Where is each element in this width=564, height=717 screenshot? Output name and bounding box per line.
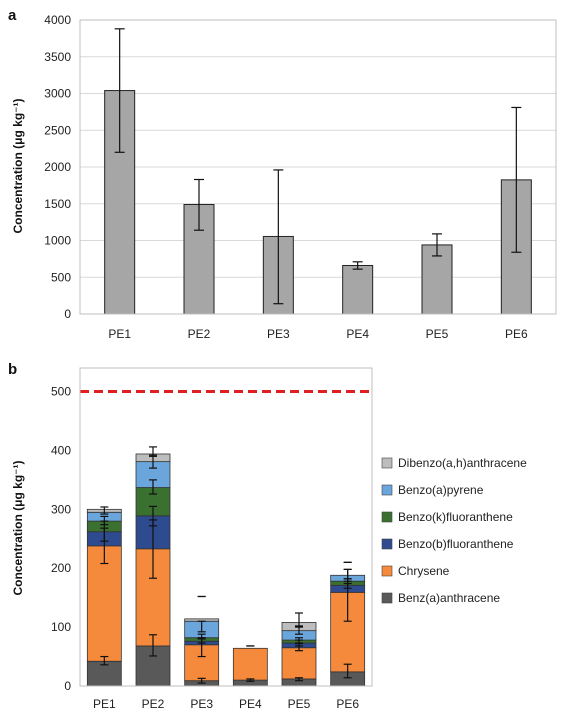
panel-a-label: a — [8, 7, 17, 24]
panel-a-plot-frame — [79, 19, 557, 315]
panel-a-bar-chart: a Concentration (μg kg⁻¹) 0 500 1000 1500 20… — [8, 7, 557, 341]
error-bar-PE3-0 — [197, 677, 206, 684]
x-tick-label-PE2: PE2 — [142, 697, 165, 711]
y-tick-label-300: 300 — [51, 502, 71, 516]
error-bar-PE1-4 — [100, 506, 109, 515]
y-tick-label-400: 400 — [51, 443, 71, 457]
x-tick-label-PE2: PE2 — [188, 327, 211, 341]
error-bar-PE2-0 — [149, 634, 157, 657]
error-bar-PE2-2 — [149, 505, 157, 527]
y-tick-label-500: 500 — [51, 270, 71, 284]
error-bar-PE5-5 — [295, 612, 303, 628]
legend-swatch-3 — [381, 538, 393, 550]
x-tick-label-PE5: PE5 — [426, 327, 449, 341]
x-tick-label-PE6: PE6 — [505, 327, 528, 341]
legend-label-1: Benzo(a)pyrene — [398, 483, 484, 497]
x-tick-label-PE4: PE4 — [239, 697, 262, 711]
error-bar-PE6 — [511, 106, 522, 253]
legend-swatch-0 — [381, 457, 393, 469]
error-bar-PE6-4 — [343, 568, 352, 580]
y-tick-label-3000: 3000 — [44, 87, 71, 101]
panel-b-plot-frame — [79, 367, 373, 687]
panel-b-error-bars — [100, 446, 352, 684]
legend-label-3: Benzo(b)fluoranthene — [398, 537, 514, 551]
panel-a-bars — [80, 90, 556, 315]
error-bar-PE1-3 — [100, 515, 109, 526]
panel-b-y-axis-title: Concentration (μg kg⁻¹) — [11, 460, 25, 595]
y-tick-label-2000: 2000 — [44, 160, 71, 174]
legend-swatch-1 — [381, 484, 393, 496]
x-tick-label-PE1: PE1 — [108, 327, 131, 341]
legend-swatch-2 — [381, 511, 393, 523]
error-bar-PE2-5 — [149, 446, 157, 457]
panel-a-y-tick-labels: 0 500 1000 1500 2000 2500 3000 3500 4000 — [44, 13, 71, 321]
panel-a-y-axis-title: Concentration (μg kg⁻¹) — [11, 98, 25, 233]
legend-label-5: Benz(a)anthracene — [398, 591, 500, 605]
y-tick-label-0: 0 — [64, 679, 71, 693]
panel-a-x-tick-labels: PE1 PE2 PE3 PE4 PE5 PE6 — [108, 327, 528, 341]
error-bar-PE2 — [194, 178, 204, 231]
error-bar-PE2-3 — [149, 479, 157, 495]
y-tick-label-500: 500 — [51, 385, 71, 399]
bar-segment-PE5-1 — [281, 647, 317, 680]
y-tick-label-1000: 1000 — [44, 234, 71, 248]
error-bar-PE4 — [352, 261, 363, 270]
legend-label-2: Benzo(k)fluoranthene — [398, 510, 513, 524]
y-tick-label-4000: 4000 — [44, 13, 71, 27]
panel-b-legend: Dibenzo(a,h)anthracene Benzo(a)pyrene Benz… — [381, 456, 527, 605]
panel-b-stacked-bar-chart: b Concentration (μg kg⁻¹) 0 100 200 300 400 5… — [8, 361, 527, 711]
x-tick-label-PE3: PE3 — [267, 327, 290, 341]
error-bar-PE6-0 — [343, 663, 352, 679]
legend-label-4: Chrysene — [398, 564, 450, 578]
panel-a-gridlines — [80, 19, 556, 315]
x-tick-label-PE4: PE4 — [346, 327, 369, 341]
error-bar-PE1-0 — [100, 655, 109, 666]
x-tick-label-PE5: PE5 — [288, 697, 311, 711]
error-bar-PE4-0 — [246, 678, 255, 682]
panel-b-label: b — [8, 361, 17, 378]
y-tick-label-100: 100 — [51, 620, 71, 634]
y-tick-label-3500: 3500 — [44, 50, 71, 64]
y-tick-label-200: 200 — [51, 561, 71, 575]
bar-segment-PE1-1 — [86, 545, 122, 662]
x-tick-label-PE3: PE3 — [190, 697, 213, 711]
error-bar-PE1 — [114, 28, 125, 153]
error-bar-PE5-0 — [295, 677, 303, 682]
error-bar-PE5 — [432, 233, 442, 257]
bar-PE4 — [342, 264, 374, 315]
panel-b-stacked-bars — [86, 453, 366, 687]
bar-segment-PE4-1 — [232, 647, 268, 681]
legend-swatch-5 — [381, 592, 393, 604]
panel-b-x-tick-labels: PE1 PE2 PE3 PE4 PE5 PE6 — [93, 697, 359, 711]
error-bar-PE3-3 — [197, 633, 206, 640]
y-tick-label-2500: 2500 — [44, 123, 71, 137]
legend-swatch-4 — [381, 565, 393, 577]
y-tick-label-1500: 1500 — [44, 197, 71, 211]
error-bar-PE3-4 — [197, 620, 206, 633]
x-tick-label-PE6: PE6 — [336, 697, 359, 711]
y-tick-label-0: 0 — [64, 307, 71, 321]
error-bar-PE3 — [273, 169, 284, 305]
legend-label-0: Dibenzo(a,h)anthracene — [398, 456, 527, 470]
panel-a-error-bars — [114, 28, 522, 305]
error-bar-PE5-3 — [295, 637, 303, 644]
panel-b-y-tick-labels: 0 100 200 300 400 500 — [51, 385, 71, 693]
x-tick-label-PE1: PE1 — [93, 697, 116, 711]
